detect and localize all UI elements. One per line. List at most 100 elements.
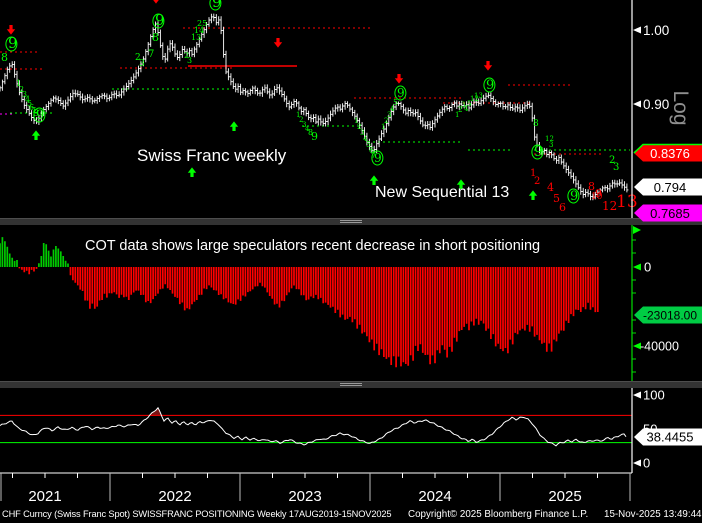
sequential-digit: 13 [474, 92, 483, 100]
price-axis[interactable]: 1.00 0.90 Log [631, 0, 692, 218]
cot-tick-label: -40000 [640, 340, 679, 354]
tick-arrow-icon [633, 391, 641, 399]
sequential-digit: 3 [549, 141, 553, 149]
sequential-digit: 1 [381, 123, 385, 131]
sequential-digit: 2 [135, 53, 141, 63]
sequential-digit: 5 [366, 140, 371, 149]
log-scale-label[interactable]: Log [669, 90, 692, 125]
time-axis: 2021 2022 2023 2024 2025 [0, 472, 632, 505]
cot-tick-label: 0 [644, 260, 651, 275]
sequential-digit: 7 [148, 49, 154, 60]
digit-circle-icon [567, 188, 580, 204]
sequential-digit: 3 [613, 162, 619, 173]
year-label[interactable]: 2024 [418, 488, 451, 505]
price-badge-last: 0.794 [634, 178, 702, 196]
sequential-digit: 4 [305, 125, 310, 133]
digit-circle-icon [33, 107, 46, 123]
sequential-digit: 8 [308, 128, 313, 137]
sequential-digit: 13 [616, 192, 638, 212]
sequential-digit: 3 [461, 101, 465, 109]
oscillator-line [0, 406, 627, 447]
sequential-annotation: New Sequential 13 [375, 184, 509, 201]
badge-label: -23018.00 [643, 309, 697, 323]
sequential-digit: 25 [197, 19, 207, 28]
sequential-digit: 1 [530, 168, 536, 179]
sequential-digit: 14 [194, 26, 204, 35]
badge-label: 0.7685 [650, 206, 690, 221]
tick-arrow-icon [633, 459, 641, 467]
buy-signal-arrow-icon [31, 130, 41, 140]
footer: CHF Curncy (Swiss Franc Spot) SWISSFRANC… [2, 509, 702, 520]
price-panel-title: Swiss Franc weekly [137, 146, 287, 165]
sequential-digit: 1 [354, 117, 358, 125]
sequential-digit: 6 [559, 201, 566, 214]
cot-panel-title: COT data shows large speculators recent … [85, 238, 540, 254]
cot-histogram-graphics [0, 237, 599, 368]
digit-circle-icon [371, 150, 384, 166]
sequential-digit: 2 [299, 116, 303, 124]
sequential-digit: 3 [22, 90, 27, 99]
sequential-digit: 6 [29, 103, 34, 112]
badge-label: 38.4455 [647, 430, 694, 445]
sell-signal-arrow-icon [153, 0, 159, 4]
price-panel[interactable] [0, 0, 632, 218]
price-tick-label: 1.00 [643, 23, 669, 38]
year-label[interactable]: 2022 [158, 488, 191, 505]
tick-arrow-icon [633, 342, 641, 350]
sequential-digit: 2 [357, 123, 361, 131]
sequential-digit: 5 [27, 99, 32, 108]
sequential-digit: 5 [467, 100, 471, 108]
sequential-digit: 5 [393, 98, 398, 107]
footer-datetime: 15-Nov-2025 13:49:44 [604, 509, 702, 520]
sequential-digit: 5 [553, 192, 560, 205]
sequential-digit: 13 [191, 33, 201, 42]
sequential-digit: 8 [152, 31, 159, 44]
panel-separator-1[interactable] [0, 218, 702, 225]
sequential-digit: 10 [591, 192, 603, 202]
sequential-digit: 2 [458, 106, 462, 114]
sequential-digit: 9 [36, 108, 44, 123]
tick-arrow-icon [633, 263, 641, 271]
sequential-digit: 1 [296, 111, 300, 119]
sequential-digit: 9 [155, 11, 165, 29]
sell-signal-arrow-icon [394, 74, 404, 84]
sequential-digit: 12 [602, 199, 617, 213]
sequential-digit: 1 [455, 111, 459, 119]
cot-bars-long [0, 237, 69, 267]
sequential-digit: 8 [33, 109, 39, 119]
sequential-digit: 9 [570, 189, 578, 204]
sequential-digit: 3 [387, 111, 391, 119]
tick-arrow-icon [633, 100, 641, 108]
sequential-digit: 9 [374, 151, 382, 165]
sequential-digit: 2 [384, 117, 388, 125]
cot-bars-short [18, 267, 599, 368]
sequential-digit: 2 [19, 85, 24, 94]
sell-signal-arrow-icon [6, 25, 16, 35]
panel-separator-2[interactable] [0, 381, 702, 388]
oscillator-panel[interactable] [0, 388, 632, 473]
badge-label: 0.8376 [650, 146, 690, 161]
price-bar-ticks [0, 16, 629, 198]
digit-circle-icon [152, 13, 165, 29]
sequential-digit: 4 [464, 105, 469, 113]
cot-axis[interactable]: 0 -40000 [631, 225, 679, 381]
sequential-digit: 8 [588, 180, 595, 193]
sequential-digit: 7 [31, 106, 36, 115]
sequential-digit: 8 [1, 51, 8, 64]
sequential-digit: 12 [470, 95, 479, 103]
sequential-digit: 9 [311, 130, 318, 143]
sell-signal-arrow-icon [273, 38, 283, 48]
buy-signal-arrow-icon [456, 179, 466, 189]
osc-badge-last: 38.4455 [634, 428, 702, 446]
sequential-digit: 8 [533, 119, 539, 129]
sequential-digit: 3 [187, 56, 192, 65]
price-badge-support: 0.7685 [634, 204, 702, 222]
buy-signal-arrow-icon [369, 175, 379, 185]
sequential-digit: 6 [369, 146, 374, 155]
year-label[interactable]: 2023 [288, 488, 321, 505]
year-label[interactable]: 2025 [548, 488, 581, 505]
year-label[interactable]: 2021 [28, 488, 61, 505]
sequential-digit: 9 [534, 144, 543, 160]
